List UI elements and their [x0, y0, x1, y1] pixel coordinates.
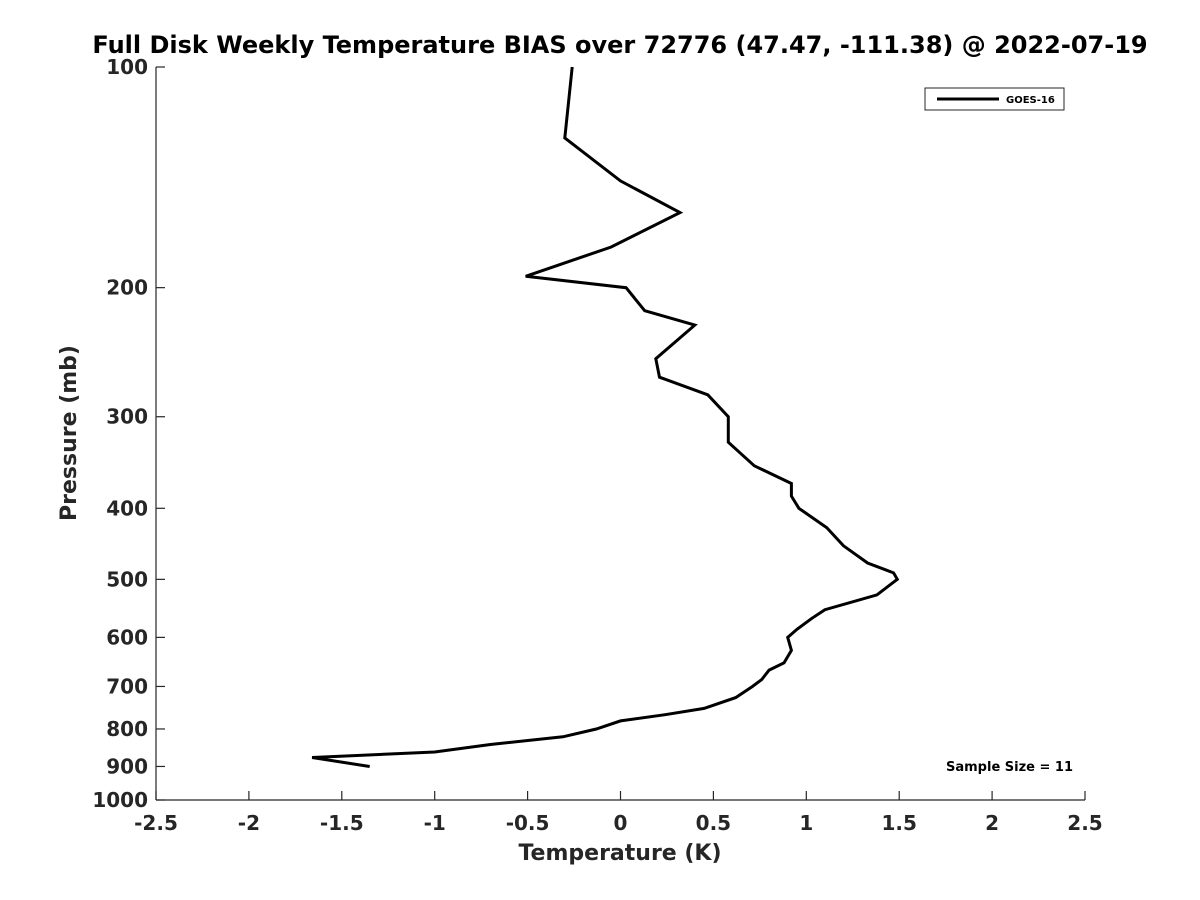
y-tick-label: 500: [106, 567, 148, 591]
series-line-goes-16: [311, 66, 900, 768]
y-tick-label: 300: [106, 405, 148, 429]
x-tick-label: 2.5: [1067, 811, 1102, 835]
y-tick-label: 1000: [92, 788, 148, 812]
x-tick-label: 0.5: [696, 811, 731, 835]
y-tick-label: 600: [106, 625, 148, 649]
y-axis-title: Pressure (mb): [57, 345, 82, 521]
y-tick-label: 900: [106, 754, 148, 778]
y-tick-label: 200: [106, 276, 148, 300]
chart-title: Full Disk Weekly Temperature BIAS over 7…: [92, 31, 1147, 59]
y-axis-ticks: 100 200 300 400 500 600 700 800 900 1000: [92, 55, 165, 812]
legend: GOES-16: [924, 87, 1065, 111]
x-tick-label: 0: [614, 811, 628, 835]
series-group: [311, 66, 900, 768]
legend-label-goes-16: GOES-16: [1006, 95, 1055, 106]
x-tick-label: -1.5: [320, 811, 364, 835]
x-tick-label: -1: [424, 811, 446, 835]
sample-size-annotation: Sample Size = 11: [946, 760, 1073, 775]
x-axis-ticks: -2.5 -2 -1.5 -1 -0.5 0 0.5 1 1.5 2 2.5: [134, 791, 1103, 835]
y-tick-label: 800: [106, 717, 148, 741]
y-tick-label: 100: [106, 55, 148, 79]
x-tick-label: -2: [238, 811, 260, 835]
x-tick-label: -0.5: [506, 811, 550, 835]
x-tick-label: 2: [985, 811, 999, 835]
y-tick-label: 400: [106, 496, 148, 520]
y-tick-label: 700: [106, 674, 148, 698]
x-tick-label: -2.5: [134, 811, 178, 835]
x-tick-label: 1: [799, 811, 813, 835]
x-tick-label: 1.5: [881, 811, 916, 835]
x-axis-title: Temperature (K): [518, 841, 721, 866]
plot-area: [155, 67, 1085, 801]
